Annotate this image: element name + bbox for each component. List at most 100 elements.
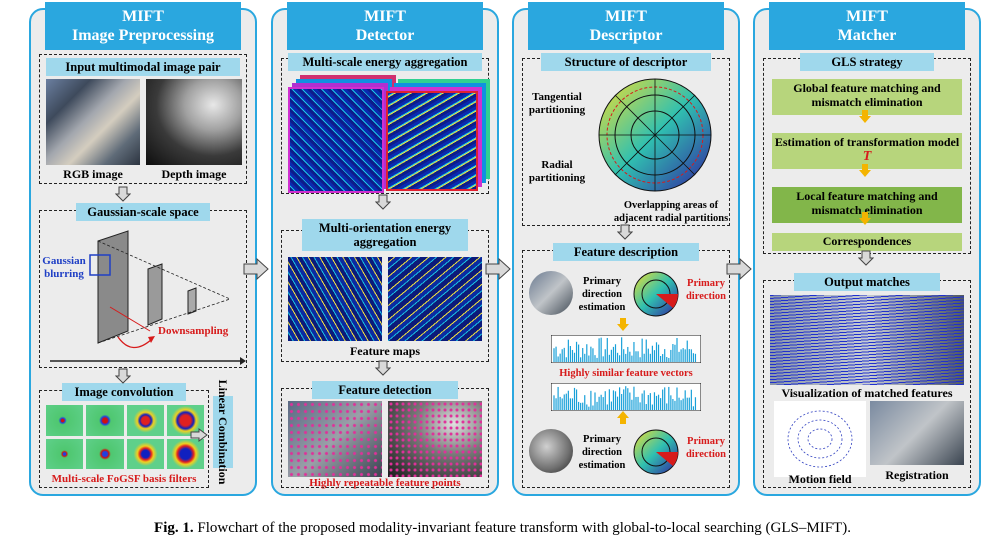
arrow-down-icon [375, 360, 391, 376]
depth-image-label: Depth image [161, 167, 227, 181]
gls-step-correspondences: Correspondences [772, 233, 962, 251]
descriptor-structure-box: Structure of descriptor Tangential parti… [522, 53, 730, 226]
column-title-line2: Matcher [837, 27, 897, 44]
energy-stack-left [288, 87, 384, 193]
matched-features-image [770, 295, 964, 385]
multiscale-energy-box: Multi-scale energy aggregation [281, 53, 489, 194]
multi-orientation-title: Multi-orientation energy aggregation [302, 219, 468, 251]
primary-estimation-bottom: Primary direction estimation [578, 434, 626, 471]
column-header-matcher: MIFT Matcher [769, 2, 965, 50]
column-title-line1: MIFT [364, 8, 406, 25]
rgb-image [46, 79, 140, 165]
energy-stack-right [386, 91, 478, 191]
column-header-detector: MIFT Detector [287, 2, 483, 50]
orange-arrow-down-icon [859, 212, 871, 225]
gls-strategy-title: GLS strategy [800, 53, 934, 71]
feature-map-depth [388, 257, 482, 341]
image-convolution-title: Image convolution [62, 383, 186, 401]
depth-image [146, 79, 242, 165]
linear-combination-box: Linear Combination [213, 380, 233, 484]
filter-tile [126, 405, 164, 436]
feature-vector-top [551, 335, 701, 363]
gls-step-local: Local feature matching and mismatch elim… [772, 187, 962, 223]
gls-step-transformation-text: Estimation of transformation model [774, 135, 960, 149]
arrow-down-icon [617, 224, 633, 240]
arrow-down-icon [375, 194, 391, 210]
patch-rgb [529, 271, 573, 315]
filter-tile [166, 405, 204, 436]
fogsf-filters-label: Multi-scale FoGSF basis filters [51, 473, 197, 485]
figure-caption: Fig. 1. Flowchart of the proposed modali… [0, 520, 1005, 537]
column-header-preprocessing: MIFT Image Preprocessing [45, 2, 241, 50]
orange-arrow-down-icon [859, 110, 871, 123]
visualization-label: Visualization of matched features [781, 386, 953, 400]
polar-histogram-top [633, 271, 679, 317]
column-detector: MIFT Detector Multi-scale energy aggrega… [271, 2, 499, 496]
detected-points-rgb [288, 401, 382, 477]
filter-tile [166, 438, 204, 469]
column-matcher: MIFT Matcher GLS strategy Global feature… [753, 2, 981, 496]
arrow-right-icon [190, 428, 208, 442]
detected-points-depth [388, 401, 482, 477]
output-matches-box: Output matches Visualization of matched … [763, 273, 971, 488]
caption-prefix: Fig. 1. [154, 520, 194, 536]
input-image-pair-title: Input multimodal image pair [46, 58, 240, 76]
repeatable-points-label: Highly repeatable feature points [309, 477, 461, 489]
filter-tile [46, 405, 84, 436]
descriptor-structure-title: Structure of descriptor [541, 53, 711, 71]
gls-strategy-box: GLS strategy Global feature matching and… [763, 53, 971, 254]
column-title-line1: MIFT [846, 8, 888, 25]
feature-detection-title: Feature detection [312, 381, 458, 399]
linear-combination-label: Linear Combination [216, 379, 230, 485]
registration-label: Registration [885, 468, 949, 482]
filter-tile [46, 438, 84, 469]
rgb-image-label: RGB image [63, 167, 123, 181]
feature-detection-box: Feature detection Highly repeatable feat… [281, 381, 489, 489]
filter-tile [86, 438, 124, 469]
gaussian-scale-space-box: Gaussian-scale space Gaussian blurring D… [39, 203, 247, 368]
motion-field-image [774, 401, 866, 477]
column-title-line2: Descriptor [589, 27, 663, 44]
downsampling-label: Downsampling [158, 325, 229, 337]
patch-depth [529, 429, 573, 473]
similar-vectors-label: Highly similar feature vectors [559, 368, 693, 379]
caption-text: Flowchart of the proposed modality-invar… [197, 520, 851, 536]
gls-step-transformation: Estimation of transformation model T [772, 133, 962, 169]
filter-tile [126, 438, 164, 469]
feature-map-rgb [288, 257, 382, 341]
arrow-detector-to-descriptor [485, 258, 511, 280]
tangential-label: Tangential partitioning [528, 91, 586, 116]
image-convolution-box: Image convolution Multi-scale FoGSF basi… [39, 383, 209, 488]
multi-orientation-box: Multi-orientation energy aggregation Fea… [281, 219, 489, 362]
output-matches-title: Output matches [794, 273, 940, 291]
orange-arrow-down-icon [859, 164, 871, 177]
column-title-line2: Image Preprocessing [71, 27, 215, 44]
input-image-pair-box: Input multimodal image pair RGB image De… [39, 54, 247, 184]
orange-arrow-down-icon [617, 318, 629, 331]
column-title-line1: MIFT [122, 8, 164, 25]
motion-field-label: Motion field [788, 472, 852, 486]
primary-direction-top: Primary direction [685, 278, 727, 302]
radial-label: Radial partitioning [528, 159, 586, 184]
column-title-line1: MIFT [605, 8, 647, 25]
gaussian-blurring-label: Gaussian blurring [42, 255, 86, 280]
feature-description-box: Feature description Primary direction es… [522, 243, 730, 488]
gaussian-scale-space-title: Gaussian-scale space [76, 203, 210, 221]
column-preprocessing: MIFT Image Preprocessing Input multimoda… [29, 2, 257, 496]
orange-arrow-up-icon [617, 411, 629, 424]
arrow-descriptor-to-matcher [726, 258, 752, 280]
primary-estimation-top: Primary direction estimation [578, 276, 626, 313]
arrow-down-icon [858, 250, 874, 266]
column-title-line2: Detector [355, 27, 415, 44]
arrow-preprocessing-to-detector [243, 258, 269, 280]
feature-maps-label: Feature maps [349, 344, 421, 358]
gls-step-global: Global feature matching and mismatch eli… [772, 79, 962, 115]
primary-direction-bottom: Primary direction [685, 436, 727, 460]
column-header-descriptor: MIFT Descriptor [528, 2, 724, 50]
arrow-down-icon [115, 368, 131, 384]
gaussian-pyramid-diagram [50, 230, 246, 365]
registration-image [870, 401, 964, 465]
overlapping-label: Overlapping areas of adjacent radial par… [613, 200, 729, 224]
transformation-symbol: T [862, 148, 872, 164]
multiscale-energy-title: Multi-scale energy aggregation [288, 53, 482, 71]
